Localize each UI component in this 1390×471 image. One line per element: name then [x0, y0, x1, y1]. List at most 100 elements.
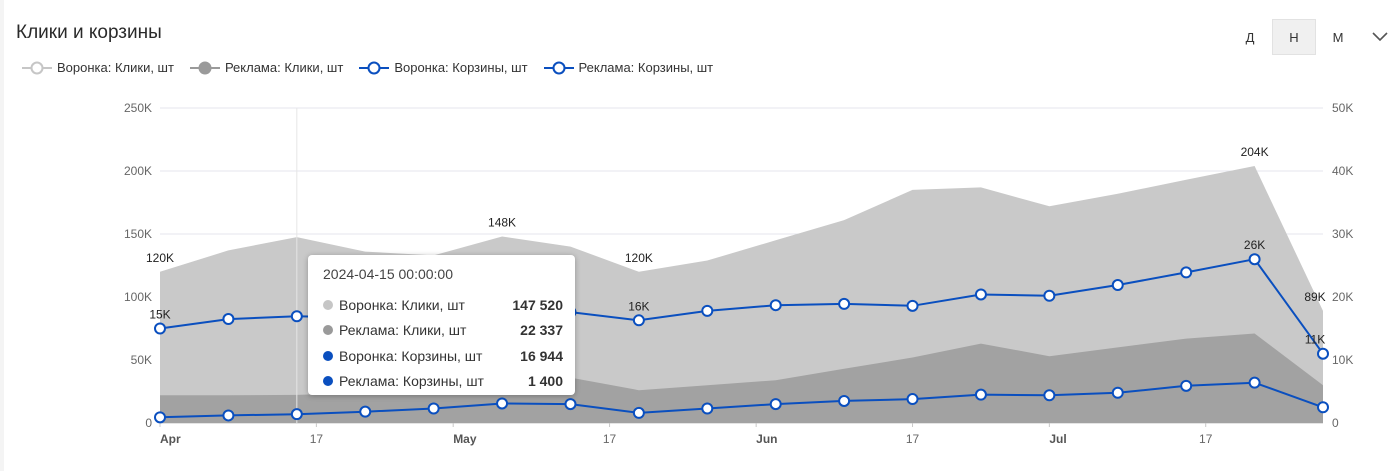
data-point [1043, 389, 1056, 402]
data-point [1248, 253, 1261, 266]
tooltip-row-value: 22 337 [520, 322, 563, 339]
data-point [906, 393, 919, 406]
y-left-tick-label: 50K [131, 353, 152, 367]
y-right-tick-label: 30K [1332, 227, 1353, 241]
data-point [154, 411, 166, 424]
chevron-down-icon[interactable] [1366, 19, 1390, 55]
data-point [906, 299, 919, 312]
data-point [1248, 376, 1261, 389]
data-point [496, 397, 509, 410]
tooltip-row-value: 1 400 [527, 373, 563, 390]
data-label: 26K [1244, 238, 1265, 252]
tooltip-row: Реклама: Корзины, шт 1 400 [323, 369, 563, 395]
legend-item-funnel-carts[interactable]: Воронка: Корзины, шт [359, 60, 528, 75]
tooltip-dot-icon [323, 325, 333, 336]
x-tick-label: 17 [310, 432, 324, 446]
legend-marker-icon [189, 61, 220, 74]
y-right-tick-label: 10K [1332, 353, 1353, 367]
data-point [769, 398, 782, 411]
legend-label: Воронка: Клики, шт [57, 60, 174, 75]
data-point [1317, 347, 1329, 360]
tooltip-dot-icon [323, 376, 333, 387]
y-left-tick-label: 100K [124, 290, 152, 304]
tooltip-row-name: Воронка: Корзины, шт [339, 347, 483, 364]
chart-tooltip: 2024-04-15 00:00:00 Воронка: Клики, шт 1… [308, 255, 575, 395]
y-left-tick-label: 200K [124, 164, 152, 178]
tooltip-row: Реклама: Клики, шт 22 337 [323, 318, 563, 344]
data-point [359, 405, 372, 418]
data-point [1317, 401, 1329, 414]
y-left-tick-label: 150K [124, 227, 152, 241]
data-point [154, 322, 166, 335]
data-label: 15K [149, 308, 170, 322]
y-right-tick-label: 20K [1332, 290, 1353, 304]
legend-marker-icon [543, 61, 574, 74]
data-point [1180, 266, 1193, 279]
chart-title: Клики и корзины [16, 22, 162, 43]
legend-marker-icon [22, 61, 52, 74]
legend-item-ads-carts[interactable]: Реклама: Корзины, шт [543, 60, 714, 75]
data-label: 120K [146, 251, 174, 265]
data-point [701, 402, 714, 415]
data-point [769, 299, 782, 312]
data-point [1111, 279, 1124, 292]
data-point [1180, 379, 1193, 392]
data-point [632, 314, 645, 327]
legend-label: Реклама: Клики, шт [224, 60, 344, 75]
legend-label: Реклама: Корзины, шт [578, 60, 714, 75]
tooltip-date: 2024-04-15 00:00:00 [323, 266, 453, 282]
data-point [701, 304, 714, 317]
tooltip-row-name: Реклама: Клики, шт [339, 322, 467, 339]
data-label: 89K [1304, 290, 1325, 304]
data-label: 204K [1241, 145, 1269, 159]
line-ads-carts [159, 381, 1324, 419]
data-point [564, 398, 577, 411]
data-label: 16K [628, 299, 649, 313]
data-point [838, 297, 851, 310]
data-point [974, 288, 987, 301]
data-point [632, 406, 645, 419]
tooltip-dot-icon [323, 350, 333, 361]
x-tick-label: 17 [603, 432, 617, 446]
x-tick-label: Apr [160, 432, 181, 446]
x-tick-label: 17 [906, 432, 920, 446]
left-edge-divider [0, 0, 4, 471]
tooltip-row-name: Реклама: Корзины, шт [339, 373, 484, 390]
legend-item-ads-clicks[interactable]: Реклама: Клики, шт [189, 60, 344, 75]
legend-label: Воронка: Корзины, шт [394, 60, 528, 75]
tooltip-row: Воронка: Клики, шт 147 520 [323, 292, 563, 318]
data-label: 120K [625, 251, 653, 265]
period-week-button[interactable]: Н [1272, 19, 1316, 55]
data-label: 11K [1305, 333, 1325, 347]
period-toggle: Д Н М [1228, 19, 1390, 55]
tooltip-row-value: 147 520 [512, 296, 563, 313]
tooltip-row-value: 16 944 [520, 347, 563, 364]
tooltip-row-name: Воронка: Клики, шт [339, 296, 465, 313]
data-point [222, 409, 235, 422]
data-point [1111, 386, 1124, 399]
y-right-tick-label: 50K [1332, 101, 1353, 115]
data-point [290, 310, 303, 323]
legend-marker-icon [359, 61, 390, 74]
data-point [838, 394, 851, 407]
x-tick-label: Jul [1049, 432, 1066, 446]
area-ads-clicks [160, 333, 1323, 423]
data-label: 148K [488, 216, 516, 230]
tooltip-row: Воронка: Корзины, шт 16 944 [323, 343, 563, 369]
legend-item-funnel-clicks[interactable]: Воронка: Клики, шт [22, 60, 174, 75]
y-left-tick-label: 0 [145, 416, 152, 430]
chart-legend: Воронка: Клики, шт Реклама: Клики, шт Во… [22, 60, 729, 75]
period-day-button[interactable]: Д [1245, 29, 1255, 45]
data-point [222, 313, 235, 326]
y-left-tick-label: 250K [124, 101, 152, 115]
x-tick-label: Jun [756, 432, 777, 446]
data-point [290, 408, 303, 421]
period-month-button[interactable]: М [1332, 29, 1344, 45]
y-right-tick-label: 0 [1332, 416, 1339, 430]
x-tick-label: 17 [1199, 432, 1213, 446]
data-point [974, 388, 987, 401]
tooltip-dot-icon [323, 299, 333, 310]
data-point [1043, 289, 1056, 302]
x-tick-label: May [453, 432, 477, 446]
